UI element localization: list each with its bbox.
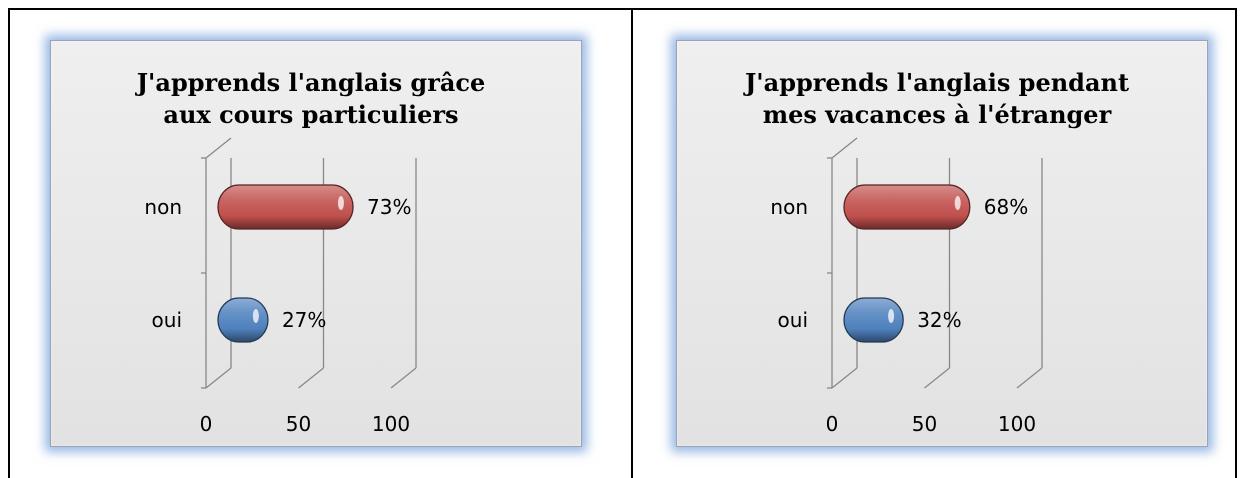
floor-diagonal: [831, 367, 858, 389]
chart-svg: J'apprends l'anglais grâce aux cours par…: [135, 68, 486, 436]
plot-area: non 68% oui 32% 0 50 100: [770, 137, 1043, 436]
wall-top-diagonal: [205, 137, 232, 159]
bar-oui: [843, 297, 904, 343]
x-tick-label: 0: [200, 412, 213, 436]
floor-diagonal: [205, 367, 232, 389]
x-tick-label: 50: [912, 412, 937, 436]
value-label-non: 73%: [367, 195, 411, 219]
plot-area: non 73% oui 27% 0 50 100: [144, 137, 417, 436]
table-border-right: [1235, 8, 1237, 478]
chart-title-line-1: J'apprends l'anglais grâce: [135, 68, 486, 97]
floor-diagonal: [1016, 367, 1043, 389]
x-tick-label: 50: [286, 412, 311, 436]
value-label-non: 68%: [984, 195, 1028, 219]
x-tick-label: 100: [998, 412, 1036, 436]
floor-diagonal: [298, 367, 324, 389]
category-label-non: non: [770, 195, 808, 219]
chart-panel-vacances-etranger: J'apprends l'anglais pendant mes vacance…: [676, 40, 1208, 447]
x-tick-label: 100: [372, 412, 410, 436]
chart-title-line-1: J'apprends l'anglais pendant: [743, 68, 1129, 97]
floor-diagonal: [390, 367, 417, 389]
chart-title-line-2: aux cours particuliers: [163, 100, 458, 129]
category-label-non: non: [144, 195, 182, 219]
table-border-left: [8, 8, 10, 478]
table-border-middle: [631, 8, 633, 478]
category-label-oui: oui: [152, 308, 182, 332]
bar-highlight: [252, 309, 259, 323]
bar-oui: [217, 297, 269, 343]
table-border-top: [8, 8, 1237, 10]
chart-title-line-2: mes vacances à l'étranger: [763, 100, 1112, 129]
floor-diagonal: [924, 367, 950, 389]
value-label-oui: 27%: [282, 308, 326, 332]
bar-highlight: [337, 196, 344, 210]
chart-svg: J'apprends l'anglais pendant mes vacance…: [743, 68, 1129, 436]
bar-highlight: [888, 309, 895, 323]
value-label-oui: 32%: [917, 308, 961, 332]
bar-non: [843, 184, 971, 230]
wall-top-diagonal: [831, 137, 858, 159]
x-tick-label: 0: [826, 412, 839, 436]
chart-panel-cours-particuliers: J'apprends l'anglais grâce aux cours par…: [50, 40, 582, 447]
category-label-oui: oui: [778, 308, 808, 332]
bar-non: [217, 184, 354, 230]
bar-highlight: [954, 196, 961, 210]
